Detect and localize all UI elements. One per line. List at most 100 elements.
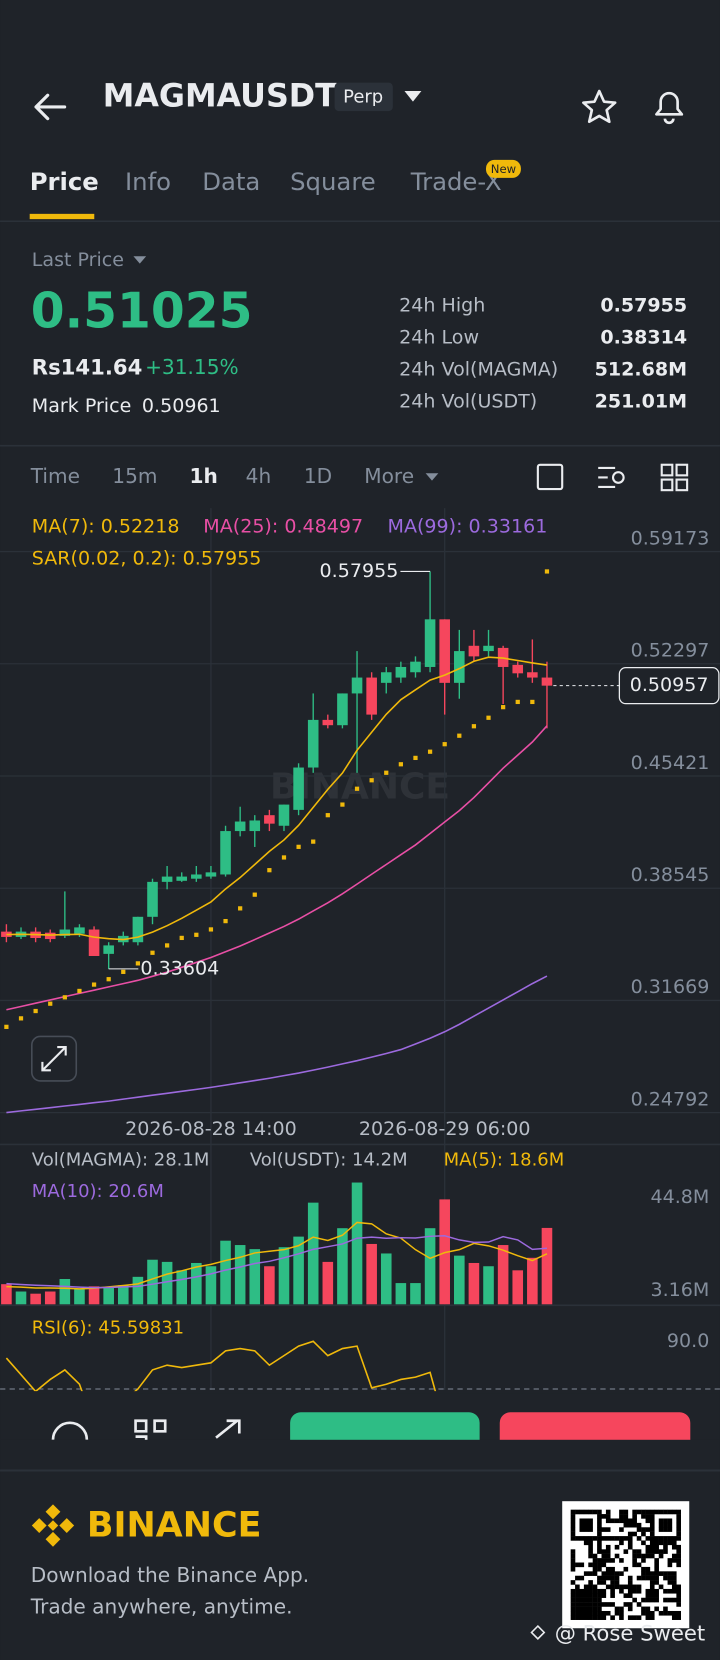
y-tick-label: 3.16M — [651, 1279, 710, 1301]
qr-module — [645, 1606, 651, 1612]
stat-label: 24h Vol(USDT) — [399, 391, 537, 413]
qr-module — [627, 1518, 633, 1524]
y-tick-label: 90.0 — [667, 1330, 709, 1352]
stat-label: 24h High — [399, 294, 485, 316]
qr-module — [649, 1531, 655, 1537]
volume-bar — [395, 1283, 407, 1305]
candle-body — [424, 619, 436, 667]
qr-module — [570, 1531, 576, 1537]
indicator-icon[interactable] — [598, 466, 616, 489]
qr-module — [645, 1610, 651, 1616]
qr-module — [632, 1588, 637, 1594]
qr-module — [667, 1580, 673, 1585]
volume-bar — [424, 1228, 436, 1305]
qr-module — [588, 1615, 593, 1620]
volume-bar — [59, 1279, 71, 1305]
qr-module — [627, 1588, 633, 1594]
qr-module — [667, 1558, 673, 1563]
interval[interactable]: 1D — [304, 464, 332, 488]
tab[interactable]: Trade-X — [410, 167, 502, 196]
interval[interactable]: 1h — [190, 464, 218, 488]
qr-module — [579, 1602, 585, 1607]
qr-module — [649, 1518, 655, 1524]
legend-entry: MA(7): 0.52218 — [32, 516, 180, 538]
qr-module — [610, 1593, 615, 1598]
qr-module — [632, 1518, 637, 1524]
qr-module — [667, 1540, 673, 1546]
qr-module — [588, 1518, 593, 1524]
qr-module — [641, 1514, 646, 1519]
depth-icon[interactable] — [536, 463, 564, 491]
sar-dot — [77, 988, 82, 994]
tab[interactable]: Square — [290, 167, 376, 196]
qr-module — [583, 1588, 589, 1594]
stat-label: 24h Vol(MAGMA) — [399, 359, 558, 381]
alert-button[interactable] — [655, 91, 684, 125]
candle-body — [454, 651, 465, 683]
interval[interactable]: More — [364, 464, 414, 488]
tab[interactable]: Info — [125, 167, 171, 196]
qr-module — [623, 1549, 629, 1554]
sar-dot — [398, 762, 403, 767]
qr-module — [605, 1602, 611, 1607]
qr-module — [592, 1610, 598, 1616]
symbol-dropdown[interactable] — [404, 91, 422, 102]
qr-module — [570, 1566, 576, 1572]
candle-body — [132, 916, 144, 943]
volume-bar — [117, 1285, 129, 1305]
qr-module — [627, 1531, 633, 1537]
qr-module — [649, 1588, 655, 1594]
volume-bar — [307, 1202, 319, 1305]
qr-module — [671, 1610, 677, 1616]
layout-icon — [675, 463, 689, 477]
qr-module — [641, 1566, 646, 1572]
volume-bar — [88, 1286, 100, 1305]
interval[interactable]: 15m — [112, 464, 157, 488]
qr-module — [649, 1514, 655, 1519]
new-badge-bg — [485, 159, 521, 178]
qr-module — [619, 1610, 624, 1616]
volume-bar — [249, 1249, 261, 1305]
qr-module — [614, 1584, 620, 1590]
qr-module — [654, 1575, 659, 1581]
qr-module — [627, 1615, 633, 1620]
layout-icon[interactable] — [660, 463, 674, 477]
back-button[interactable] — [34, 93, 67, 121]
volume-bar — [103, 1287, 114, 1305]
qr-module — [667, 1588, 673, 1594]
qr-module — [658, 1518, 664, 1524]
qr-module — [588, 1536, 593, 1541]
qr-module — [597, 1615, 602, 1620]
candle-body — [439, 619, 450, 683]
tab[interactable]: Data — [202, 167, 260, 196]
qr-module — [570, 1536, 576, 1541]
sar-dot — [384, 770, 389, 775]
qr-module — [592, 1588, 598, 1594]
favorite-button[interactable] — [582, 89, 617, 124]
x-tick-label: 2026-08-29 06:00 — [359, 1118, 531, 1140]
volume-bar — [454, 1255, 465, 1305]
trade-icon[interactable] — [215, 1419, 241, 1439]
qr-module — [614, 1544, 620, 1550]
qr-module — [641, 1606, 646, 1612]
stat-value: 251.01M — [595, 391, 687, 413]
candle-body — [410, 661, 421, 673]
qr-module — [663, 1610, 668, 1616]
sar-dot — [501, 705, 506, 710]
volume-bar — [264, 1266, 275, 1305]
qr-module — [632, 1553, 637, 1559]
more-icon[interactable] — [51, 1421, 89, 1440]
candle-body — [205, 872, 217, 877]
qr-module — [592, 1606, 598, 1612]
interval[interactable]: Time — [30, 464, 80, 488]
qr-module — [663, 1522, 668, 1528]
interval[interactable]: 4h — [246, 464, 272, 488]
qr-module — [619, 1536, 624, 1541]
qr-module — [575, 1602, 580, 1607]
qr-module — [671, 1540, 677, 1546]
qr-module — [623, 1514, 629, 1519]
qr-module — [583, 1602, 589, 1607]
qr-module — [575, 1536, 580, 1541]
tab[interactable]: Price — [30, 167, 99, 196]
